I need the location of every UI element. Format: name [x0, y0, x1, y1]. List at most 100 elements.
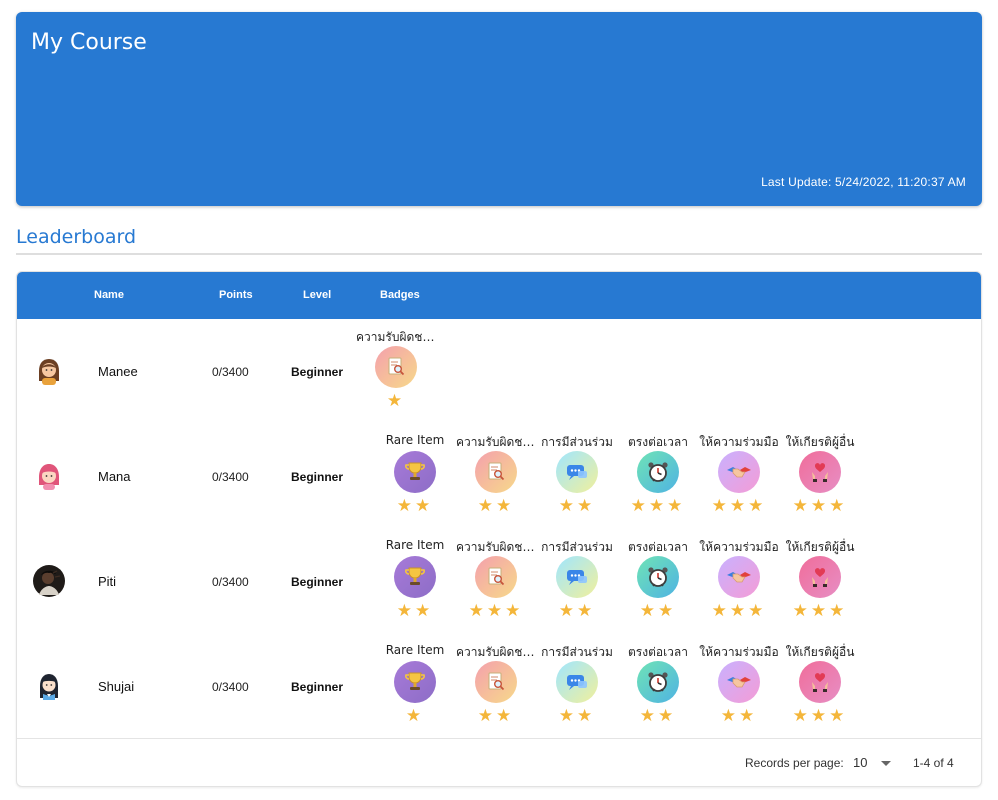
last-update-text: Last Update: 5/24/2022, 11:20:37 AM [761, 175, 966, 189]
table-row[interactable]: Shujai 0/3400 Beginner Rare Item ★ ความรับผิด… [17, 634, 981, 739]
student-name: Manee [98, 364, 138, 379]
star-rating: ★ [386, 391, 406, 410]
badge[interactable]: การมีส่วนร่วม ★★ [537, 641, 617, 733]
column-header-level[interactable]: Level [303, 289, 332, 301]
badge-label: ตรงต่อเวลา [627, 540, 689, 554]
alarm-clock-icon [637, 556, 679, 598]
table-row[interactable]: Piti 0/3400 Beginner Rare Item ★★ ความรับผิดช… [17, 529, 981, 634]
star-rating: ★★★ [711, 496, 767, 515]
table-row[interactable]: Manee 0/3400 Beginner ความรับผิดชอบ ★ [17, 319, 981, 424]
student-points: 0/3400 [212, 680, 249, 694]
document-search-icon [475, 451, 517, 493]
records-per-page-value[interactable]: 10 [853, 755, 868, 770]
leaderboard-table: Name Points Level Badges Manee 0/3400 Begi… [16, 271, 982, 787]
document-search-icon [475, 556, 517, 598]
badge[interactable]: ความรับผิดชอบ ★ [356, 326, 436, 418]
badge[interactable]: ให้เกียรติผู้อื่น ★★★ [780, 431, 860, 523]
avatar [33, 355, 65, 387]
handshake-icon [718, 451, 760, 493]
document-search-icon [375, 346, 417, 388]
star-rating: ★★ [639, 706, 677, 725]
chat-bubbles-icon [556, 556, 598, 598]
student-name: Mana [98, 469, 131, 484]
student-points: 0/3400 [212, 365, 249, 379]
table-header: Name Points Level Badges [17, 272, 981, 319]
star-rating: ★★★ [711, 601, 767, 620]
badge[interactable]: การมีส่วนร่วม ★★ [537, 536, 617, 628]
badge-label: Rare Item [385, 538, 445, 552]
badge-label: ความรับผิดชอบ [456, 645, 536, 659]
badge-label: ตรงต่อเวลา [627, 645, 689, 659]
table-footer: Records per page: 10 1-4 of 4 [17, 738, 981, 786]
star-rating: ★ [405, 706, 425, 725]
badge-label: ให้ความร่วมมือ [699, 435, 779, 449]
badge[interactable]: ความรับผิดชอบ ★★ [456, 431, 536, 523]
avatar [33, 460, 65, 492]
badge[interactable]: การมีส่วนร่วม ★★ [537, 431, 617, 523]
star-rating: ★★★ [792, 496, 848, 515]
student-name: Piti [98, 574, 117, 589]
badge[interactable]: Rare Item ★ [375, 641, 455, 733]
course-header-banner: My Course Last Update: 5/24/2022, 11:20:… [16, 12, 982, 206]
badge[interactable]: ความรับผิดชอบ ★★ [456, 641, 536, 733]
badge[interactable]: ให้เกียรติผู้อื่น ★★★ [780, 536, 860, 628]
star-rating: ★★ [477, 496, 515, 515]
document-search-icon [475, 661, 517, 703]
leaderboard-heading: Leaderboard [16, 226, 137, 248]
trophy-icon [394, 451, 436, 493]
hands-heart-icon [799, 556, 841, 598]
trophy-icon [394, 661, 436, 703]
student-points: 0/3400 [212, 470, 249, 484]
chat-bubbles-icon [556, 661, 598, 703]
star-rating: ★★ [396, 496, 434, 515]
badge-label: ให้เกียรติผู้อื่น [785, 435, 855, 449]
column-header-name[interactable]: Name [94, 289, 124, 301]
badge-label: ความรับผิดชอบ [356, 330, 436, 344]
badge-label: การมีส่วนร่วม [541, 645, 613, 659]
pagination-range: 1-4 of 4 [913, 756, 954, 770]
star-rating: ★★★ [630, 496, 686, 515]
star-rating: ★★★ [792, 601, 848, 620]
alarm-clock-icon [637, 661, 679, 703]
badge[interactable]: Rare Item ★★ [375, 431, 455, 523]
student-name: Shujai [98, 679, 135, 694]
column-header-points[interactable]: Points [219, 289, 253, 301]
star-rating: ★★ [558, 601, 596, 620]
badge[interactable]: ให้เกียรติผู้อื่น ★★★ [780, 641, 860, 733]
hands-heart-icon [799, 661, 841, 703]
badge-label: ให้ความร่วมมือ [699, 540, 779, 554]
star-rating: ★★ [720, 706, 758, 725]
badge-label: Rare Item [385, 643, 445, 657]
avatar [33, 670, 65, 702]
trophy-icon [394, 556, 436, 598]
badge[interactable]: ให้ความร่วมมือ ★★★ [699, 431, 779, 523]
course-title: My Course [31, 30, 147, 55]
section-divider [16, 253, 982, 255]
student-points: 0/3400 [212, 575, 249, 589]
badge[interactable]: ตรงต่อเวลา ★★★ [618, 431, 698, 523]
table-row[interactable]: Mana 0/3400 Beginner Rare Item ★★ ความรับผิดช… [17, 424, 981, 529]
star-rating: ★★ [558, 496, 596, 515]
star-rating: ★★★ [792, 706, 848, 725]
star-rating: ★★★ [468, 601, 524, 620]
star-rating: ★★ [477, 706, 515, 725]
badge[interactable]: ให้ความร่วมมือ ★★ [699, 641, 779, 733]
handshake-icon [718, 661, 760, 703]
student-level: Beginner [291, 680, 344, 694]
records-per-page-label: Records per page: [745, 756, 844, 770]
star-rating: ★★ [396, 601, 434, 620]
badge[interactable]: ตรงต่อเวลา ★★ [618, 536, 698, 628]
badge-label: ความรับผิดชอบ [456, 540, 536, 554]
chevron-down-icon[interactable] [881, 761, 891, 766]
badge-label: การมีส่วนร่วม [541, 540, 613, 554]
badge[interactable]: ให้ความร่วมมือ ★★★ [699, 536, 779, 628]
chat-bubbles-icon [556, 451, 598, 493]
column-header-badges[interactable]: Badges [380, 289, 420, 301]
badge[interactable]: ความรับผิดชอบ ★★★ [456, 536, 536, 628]
badge-label: ตรงต่อเวลา [627, 435, 689, 449]
hands-heart-icon [799, 451, 841, 493]
records-per-page-select[interactable]: 10 [853, 752, 893, 772]
badge[interactable]: ตรงต่อเวลา ★★ [618, 641, 698, 733]
badge[interactable]: Rare Item ★★ [375, 536, 455, 628]
badge-label: ให้ความร่วมมือ [699, 645, 779, 659]
